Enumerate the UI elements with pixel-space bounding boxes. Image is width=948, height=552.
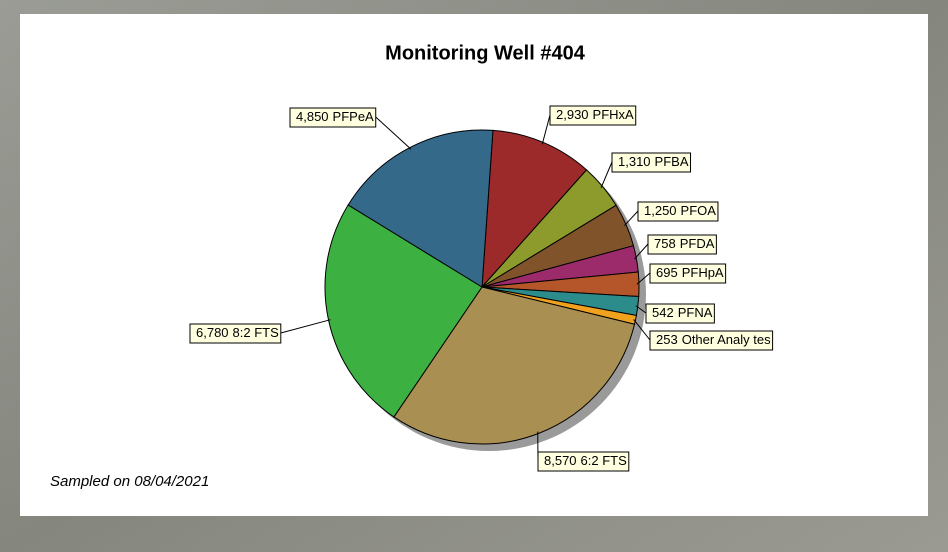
slice-label: 2,930 PFHxA — [556, 107, 634, 122]
slice-category-label: PFDA — [680, 236, 715, 251]
slice-category-label: PFHxA — [593, 107, 635, 122]
chart-title: Monitoring Well #404 — [385, 42, 586, 64]
footnote: Sampled on 08/04/2021 — [50, 473, 209, 490]
chart: Monitoring Well #404 Sampled on 08/04/20… — [0, 0, 948, 552]
slice-label: 253 Other Analy tes — [656, 332, 771, 347]
slice-value-label: 8,570 — [544, 453, 577, 468]
slice-category-label: PFOA — [681, 203, 717, 218]
slice-label: 542 PFNA — [652, 305, 713, 320]
slice-value-label: 4,850 — [296, 109, 329, 124]
slice-label: 1,250 PFOA — [644, 203, 716, 218]
slice-value-label: 2,930 — [556, 107, 589, 122]
slice-label: 695 PFHpA — [656, 265, 724, 280]
slice-label: 4,850 PFPeA — [296, 109, 374, 124]
slice-category-label: PFBA — [655, 154, 689, 169]
slice-category-label: 6:2 FTS — [581, 453, 628, 468]
slice-value-label: 1,310 — [618, 154, 651, 169]
slice-label: 758 PFDA — [654, 236, 715, 251]
slice-label: 6,780 8:2 FTS — [196, 325, 279, 340]
slice-category-label: PFHpA — [682, 265, 724, 280]
slice-value-label: 758 — [654, 236, 676, 251]
slice-value-label: 695 — [656, 265, 678, 280]
slice-category-label: Other Analy tes — [682, 332, 771, 347]
slice-value-label: 1,250 — [644, 203, 677, 218]
slice-category-label: PFNA — [678, 305, 713, 320]
slice-label: 8,570 6:2 FTS — [544, 453, 627, 468]
slice-value-label: 253 — [656, 332, 678, 347]
slice-category-label: PFPeA — [333, 109, 375, 124]
slice-value-label: 6,780 — [196, 325, 229, 340]
slice-category-label: 8:2 FTS — [233, 325, 280, 340]
page: {"chart_data": {"type": "pie", "title": … — [0, 0, 948, 552]
slice-value-label: 542 — [652, 305, 674, 320]
